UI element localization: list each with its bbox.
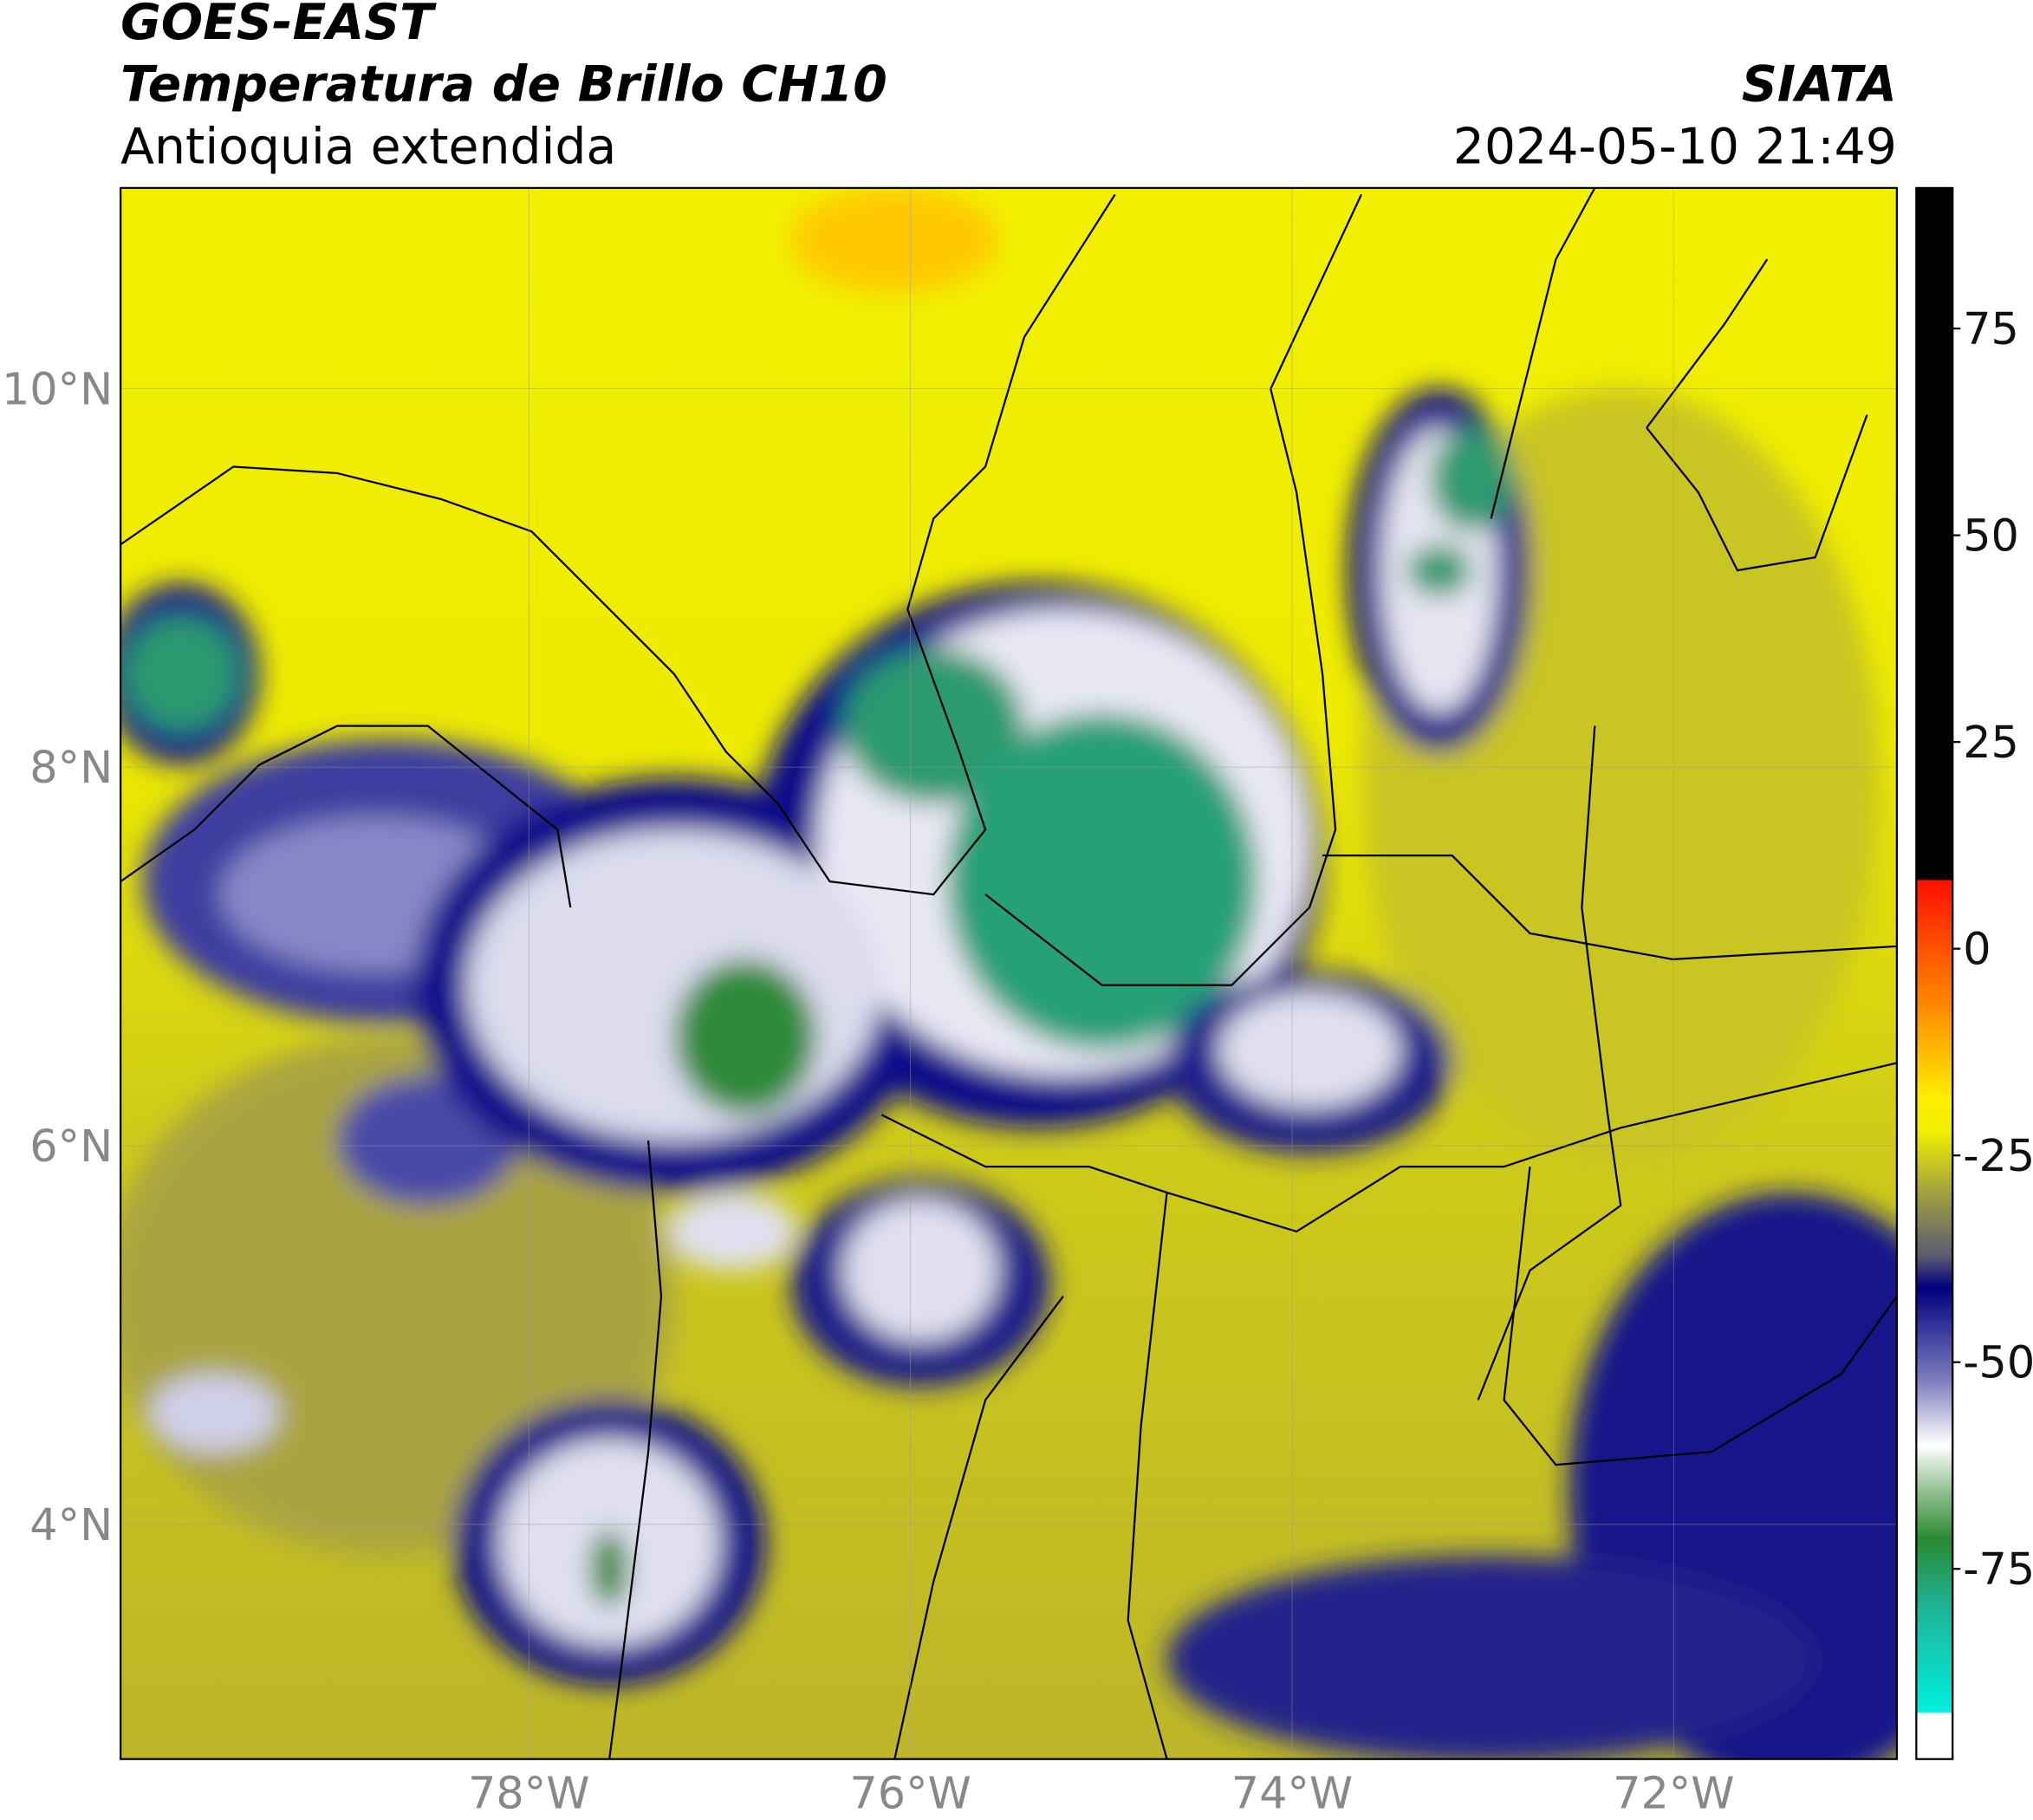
- colorbar-tick-label: 0: [1963, 924, 1991, 975]
- colorbar-tick-label: 25: [1963, 717, 2019, 768]
- colorbar-tick-label: 75: [1963, 303, 2019, 354]
- lon-tick-label: 74°W: [1231, 1768, 1353, 1819]
- colorbar-tick-label: -75: [1963, 1544, 2033, 1595]
- lat-tick-label: 6°N: [29, 1121, 113, 1172]
- graticule: [120, 187, 1897, 1759]
- colorbar-tick-label: -50: [1963, 1337, 2033, 1388]
- lon-tick-label: 76°W: [849, 1768, 971, 1819]
- colorbar-tick-label: -25: [1963, 1130, 2033, 1181]
- lon-tick-label: 78°W: [468, 1768, 589, 1819]
- datetime: 2024-05-10 21:49: [1453, 118, 1897, 175]
- colorbar-tick-label: 50: [1963, 510, 2019, 562]
- map-frame: [120, 186, 1899, 1760]
- subtitle: Temperatura de Brillo CH10: [120, 56, 887, 114]
- map: [120, 187, 1897, 1759]
- colorbar: [1915, 186, 1954, 1760]
- source: SIATA: [1742, 56, 1897, 114]
- lon-tick-label: 72°W: [1613, 1768, 1734, 1819]
- title: GOES-EAST: [120, 0, 437, 51]
- region: Antioquia extendida: [120, 118, 616, 175]
- lat-tick-label: 10°N: [2, 363, 113, 414]
- lat-tick-label: 4°N: [29, 1499, 113, 1550]
- lat-tick-label: 8°N: [29, 742, 113, 793]
